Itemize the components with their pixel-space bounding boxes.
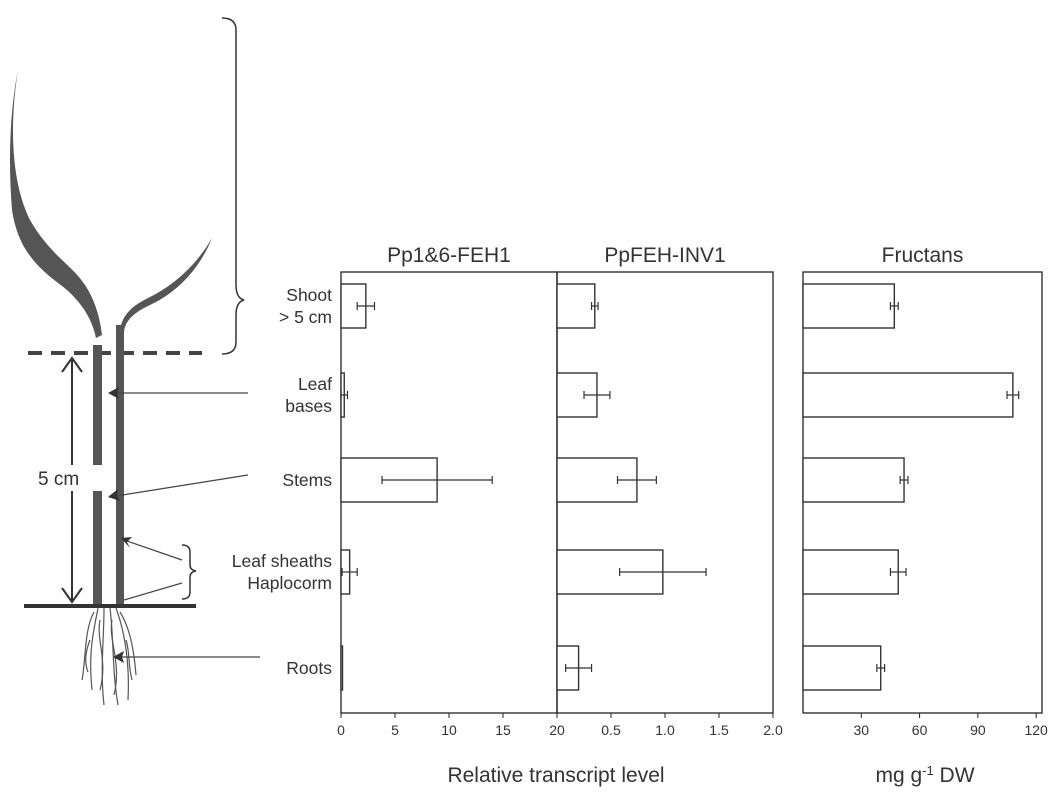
bar <box>340 645 344 691</box>
plant-illustration: 5 cm <box>10 17 260 706</box>
chart-panel-3: Fructans 30 60 90 120 <box>802 244 1048 738</box>
bar <box>802 372 1014 418</box>
organ-label-line: bases <box>285 396 332 416</box>
chart-panel-2: PpFEH-INV1 0.5 1.0 1.5 2.0 <box>556 244 783 738</box>
organ-label: Leaf sheaths Haplocorm <box>232 551 332 593</box>
organ-labels: Shoot > 5 cm Leaf bases Stems Leaf sheaths Hap… <box>232 285 332 678</box>
sheath-bracket <box>181 544 197 600</box>
x-tick-label: 1.5 <box>709 722 729 738</box>
x-tick-label: 20 <box>549 722 565 738</box>
x-tick-label: 90 <box>970 722 986 738</box>
organ-label-line: Leaf sheaths <box>232 551 332 571</box>
organ-label: Leaf bases <box>285 374 332 416</box>
x-tick-label: 2.0 <box>763 722 783 738</box>
organ-label-line: Leaf <box>298 374 332 394</box>
shared-xlabel: Relative transcript level <box>447 764 664 787</box>
dimension-label-bg <box>30 465 114 491</box>
x-tick-label: 30 <box>854 722 870 738</box>
organ-label-line: Stems <box>282 470 332 490</box>
x-tick-label: 0.5 <box>601 722 621 738</box>
bar <box>802 549 899 595</box>
shoot-bracket <box>221 17 245 355</box>
x-tick-label: 60 <box>912 722 928 738</box>
organ-label: Shoot > 5 cm <box>279 285 332 327</box>
organ-label: Stems <box>282 470 332 490</box>
organ-label-line: Shoot <box>286 285 332 305</box>
pointer-lines <box>109 392 260 658</box>
chart-panel-1: Pp1&6-FEH1 0 5 10 15 20 <box>337 244 565 738</box>
organ-label: Roots <box>286 658 332 678</box>
plant-leaf-left <box>10 70 102 338</box>
fructans-xlabel: mg g-1 DW <box>875 763 974 788</box>
stem-right <box>116 325 124 605</box>
x-tick-label: 5 <box>391 722 399 738</box>
bar <box>802 645 882 691</box>
pointer-heads <box>108 387 132 663</box>
chart-title: Fructans <box>882 244 964 267</box>
x-tick-label: 120 <box>1024 722 1048 738</box>
x-tick-label: 10 <box>441 722 457 738</box>
bar <box>802 283 896 329</box>
bar <box>802 457 905 503</box>
organ-label-line: Roots <box>286 658 332 678</box>
organ-label-line: Haplocorm <box>247 573 332 593</box>
chart-title: PpFEH-INV1 <box>604 244 725 267</box>
charts: Pp1&6-FEH1 0 5 10 15 20 PpFEH-INV1 0.5 1.0 1.5 2.0… <box>337 244 1048 738</box>
x-tick-label: 15 <box>495 722 511 738</box>
chart-title: Pp1&6-FEH1 <box>387 244 511 267</box>
x-tick-label: 1.0 <box>655 722 675 738</box>
dimension-label: 5 cm <box>38 469 79 490</box>
organ-label-line: > 5 cm <box>279 307 332 327</box>
plant-leaf-right <box>120 238 212 332</box>
x-tick-label: 0 <box>337 722 345 738</box>
bar <box>556 283 596 329</box>
roots <box>81 607 137 706</box>
